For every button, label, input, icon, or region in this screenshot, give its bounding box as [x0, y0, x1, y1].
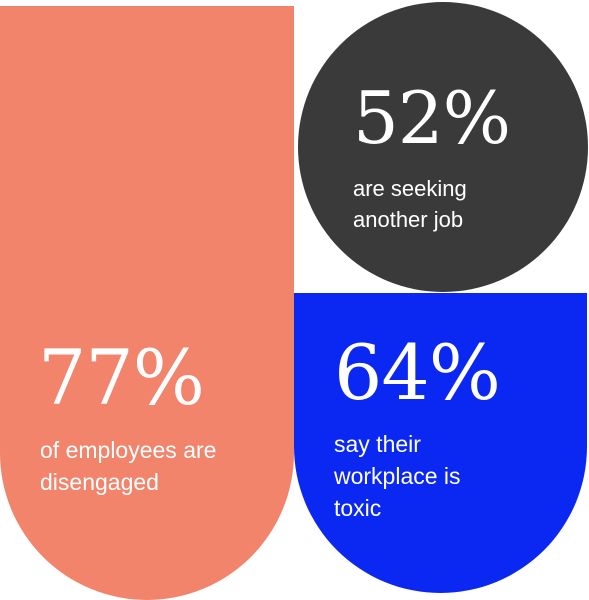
toxic-workplace-stat-card: 64% say their workplace is toxic — [294, 293, 587, 593]
disengaged-description: of employees are disengaged — [40, 434, 216, 498]
job-seeking-stat-card: 52% are seeking another job — [298, 2, 588, 292]
disengaged-description-line-2: disengaged — [40, 469, 159, 496]
job-seeking-percentage: 52% — [353, 76, 511, 160]
toxic-workplace-description: say their workplace is toxic — [334, 428, 461, 525]
disengaged-stat-card: 77% of employees are disengaged — [0, 6, 294, 600]
toxic-workplace-description-line-2: workplace is — [334, 463, 461, 490]
job-seeking-description: are seeking another job — [353, 174, 467, 236]
toxic-workplace-description-line-1: say their — [334, 431, 421, 457]
job-seeking-description-line-1: are seeking — [353, 176, 467, 201]
toxic-workplace-percentage: 64% — [334, 328, 501, 417]
job-seeking-description-line-2: another job — [353, 206, 464, 232]
toxic-workplace-description-line-3: toxic — [334, 495, 382, 522]
disengaged-description-line-1: of employees are — [40, 437, 217, 463]
disengaged-percentage: 77% — [38, 333, 205, 422]
